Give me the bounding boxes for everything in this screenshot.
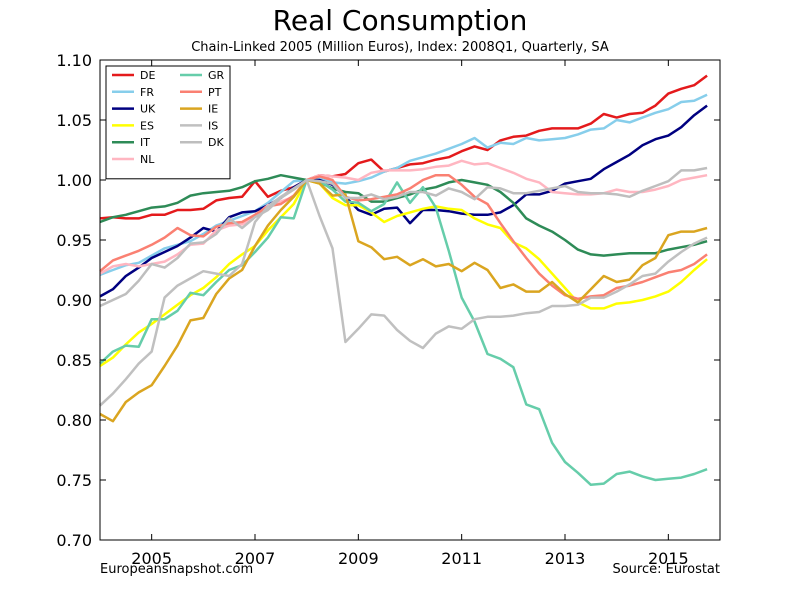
y-tick-label: 0.90 [56,291,92,310]
footer-credit: Europeansnapshot.com [100,562,254,577]
legend-label-gr: GR [208,69,225,82]
x-tick-label: 2009 [338,549,379,568]
x-tick-label: 2015 [648,549,689,568]
series-line-ie [99,178,708,423]
legend: DE FR UK ES IT NL GR PT IE IS DK [105,65,231,180]
x-tick-label: 2007 [235,549,276,568]
series-line-es [99,178,708,368]
legend-label-it: IT [140,136,150,149]
series-line-dk [99,166,708,308]
chart-subtitle: Chain-Linked 2005 (Million Euros), Index… [191,40,609,55]
footer-source: Source: Eurostat [612,562,720,577]
ticks-layer: 2005 2007 2009 2011 2013 2015 0.70 0.75 0.80 0.85… [56,51,720,568]
series-line-is [99,178,708,407]
legend-label-nl: NL [140,153,155,166]
y-tick-label: 0.95 [56,231,92,250]
legend-label-is: IS [208,119,218,132]
y-tick-label: 1.00 [56,171,92,190]
legend-label-pt: PT [208,86,222,99]
x-tick-label: 2005 [131,549,172,568]
series-line-de [99,74,708,220]
legend-label-de: DE [140,69,155,82]
y-tick-label: 1.05 [56,111,92,130]
legend-label-ie: IE [208,103,218,116]
y-tick-label: 0.75 [56,471,92,490]
series-layer [99,74,708,487]
legend-label-uk: UK [140,103,156,116]
x-tick-label: 2013 [545,549,586,568]
x-tick-label: 2011 [441,549,482,568]
y-tick-label: 0.85 [56,351,92,370]
legend-label-dk: DK [208,136,224,149]
legend-label-fr: FR [140,86,154,99]
legend-label-es: ES [140,119,154,132]
series-line-gr [99,178,708,487]
y-tick-label: 1.10 [56,51,92,70]
chart-title: Real Consumption [272,4,528,37]
series-line-it [99,173,708,257]
y-tick-label: 0.80 [56,411,92,430]
series-line-pt [99,173,708,301]
y-tick-label: 0.70 [56,531,92,550]
